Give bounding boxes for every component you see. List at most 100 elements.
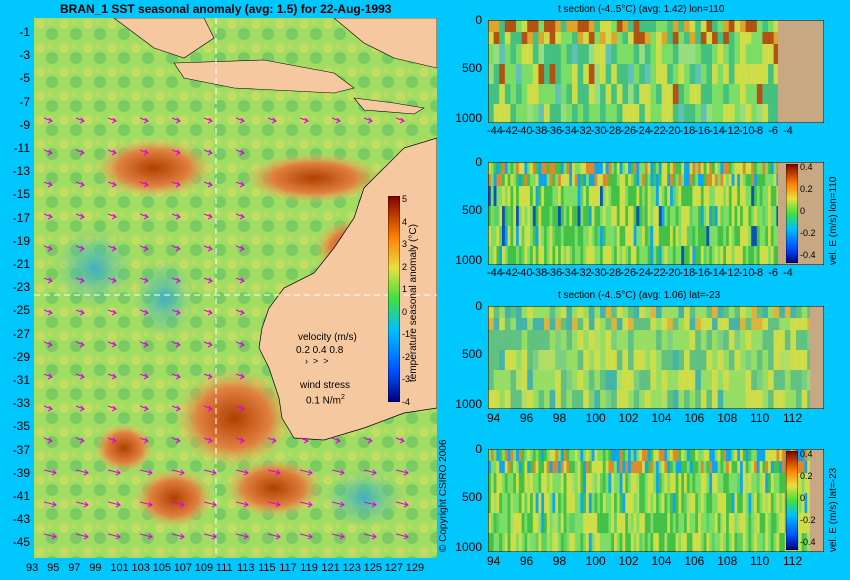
section-cell xyxy=(647,473,651,494)
section-cell xyxy=(667,390,674,409)
section-cell xyxy=(594,390,601,409)
section-cell xyxy=(527,533,531,552)
section-cell xyxy=(728,32,735,45)
section-cell xyxy=(770,473,775,494)
section-cell xyxy=(703,533,707,552)
section-cell xyxy=(698,186,702,207)
section-cell xyxy=(692,513,696,534)
section-cell xyxy=(605,318,612,331)
section-cell xyxy=(516,461,520,474)
section-cell xyxy=(734,246,738,265)
section-cell xyxy=(717,162,721,175)
section-cell xyxy=(594,330,601,351)
section-cell xyxy=(558,493,562,514)
section-cell xyxy=(588,461,593,474)
section-cell xyxy=(569,461,573,474)
section-cell xyxy=(490,513,495,534)
section-cell xyxy=(670,461,674,474)
section-cell xyxy=(714,461,719,474)
wind-arrow xyxy=(235,277,245,284)
section-cell xyxy=(726,206,730,227)
section-cell xyxy=(510,246,514,265)
lon-tick-label: 129 xyxy=(405,562,425,574)
section-cell xyxy=(756,533,761,552)
sst-colorbar-tick: 0 xyxy=(402,306,408,317)
section-cell xyxy=(642,174,646,187)
section-cell xyxy=(636,461,640,474)
section-cell xyxy=(740,44,747,65)
section-cell xyxy=(521,20,528,33)
section-cell xyxy=(672,330,679,351)
section-cell xyxy=(703,493,707,514)
section-cell xyxy=(639,20,646,33)
section-cell xyxy=(661,206,665,227)
section-cell xyxy=(650,473,654,494)
section-cell xyxy=(521,84,528,105)
section-cell xyxy=(650,513,654,534)
section-cell xyxy=(510,44,517,65)
section-cell xyxy=(521,533,525,552)
section-cell xyxy=(521,330,528,351)
section-cell xyxy=(527,174,531,187)
section-cell xyxy=(513,246,517,265)
section-cell xyxy=(734,350,741,371)
section-x-tick: 94 xyxy=(487,554,501,568)
section-cell xyxy=(726,162,730,175)
section-cell xyxy=(751,64,758,85)
section-cell xyxy=(588,473,593,494)
section-cell xyxy=(602,473,607,494)
section-cell xyxy=(594,473,598,494)
section-cell xyxy=(784,390,791,409)
section-cell xyxy=(488,186,492,207)
section-cell xyxy=(628,174,632,187)
section-cell xyxy=(695,390,702,409)
section-cell xyxy=(773,533,777,552)
section-cell xyxy=(628,84,635,105)
section-cell xyxy=(499,493,503,514)
wind-arrow xyxy=(395,437,405,444)
wind-arrow xyxy=(139,437,149,444)
section-cell xyxy=(594,64,601,85)
section-cell xyxy=(790,318,797,331)
section-cell xyxy=(636,186,640,207)
section-cell xyxy=(600,449,604,462)
section-cell xyxy=(521,226,525,247)
section-cell xyxy=(664,186,668,207)
section-cell xyxy=(670,473,674,494)
velocity-legend-arrows: › > > xyxy=(305,356,329,366)
section-cell xyxy=(516,449,520,462)
section-cell xyxy=(770,162,775,175)
section-cell xyxy=(720,449,724,462)
section-cell xyxy=(731,449,735,462)
section-cell xyxy=(703,162,707,175)
section-cell xyxy=(695,473,699,494)
section-cell xyxy=(594,32,601,45)
section-cell xyxy=(737,533,741,552)
section-cell xyxy=(762,449,766,462)
section-cell xyxy=(532,306,539,319)
section-cell xyxy=(560,64,567,85)
section-cell xyxy=(493,104,500,123)
section-cell xyxy=(728,226,733,247)
section-cell xyxy=(709,449,713,462)
section-cell xyxy=(756,84,763,105)
section-cell xyxy=(756,186,761,207)
section-cell xyxy=(616,370,623,391)
section-cell xyxy=(700,186,705,207)
wind-arrow xyxy=(107,181,117,188)
section-cell xyxy=(602,174,607,187)
section-cell xyxy=(586,473,590,494)
section-cell xyxy=(731,513,735,534)
section-cell xyxy=(560,104,567,123)
section-cell xyxy=(723,44,730,65)
section-cell xyxy=(698,493,702,514)
section-cell xyxy=(664,461,668,474)
section-cell xyxy=(661,533,665,552)
section-cell xyxy=(583,206,587,227)
section-cell xyxy=(720,473,724,494)
section-cell xyxy=(605,461,609,474)
section-cell xyxy=(684,449,688,462)
section-cell xyxy=(717,370,724,391)
section-cell xyxy=(499,390,506,409)
section-cell xyxy=(600,513,604,534)
